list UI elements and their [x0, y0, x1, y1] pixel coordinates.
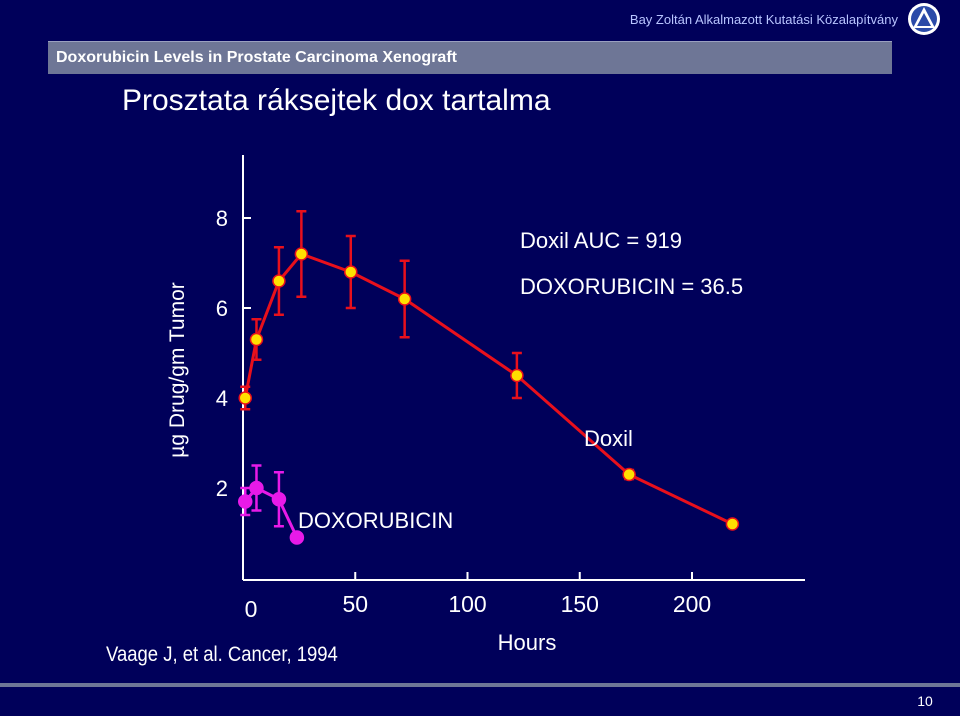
- page-number: 10: [917, 693, 933, 709]
- header-bar: Bay Zoltán Alkalmazott Kutatási Közalapí…: [0, 0, 960, 38]
- data-point: [344, 265, 358, 279]
- organization-logo-icon: [908, 3, 940, 35]
- x-tick-label: 50: [342, 591, 368, 617]
- y-tick-label: 4: [216, 386, 228, 411]
- y-axis-label: µg Drug/gm Tumor: [166, 282, 189, 458]
- data-point: [238, 391, 252, 405]
- series-line: [244, 486, 299, 539]
- series-label-doxorubicin: DOXORUBICIN: [298, 508, 453, 533]
- data-point: [397, 292, 412, 306]
- data-point: [272, 274, 286, 288]
- data-point: [725, 517, 740, 531]
- annotation-auc-doxil: Doxil AUC = 919: [520, 228, 682, 253]
- x-axis-label: Hours: [498, 630, 557, 655]
- chart-axes: 2 4 6 8 0 50 100 150 200 Hours µg Drug/gm Tumor: [166, 155, 805, 655]
- data-point: [510, 368, 524, 383]
- data-point: [249, 480, 264, 496]
- slide-subtitle: Doxorubicin Levels in Prostate Carcinoma…: [56, 49, 457, 66]
- series-doxorubicin: [237, 464, 305, 545]
- footer-bar: [0, 683, 960, 687]
- data-point: [271, 492, 287, 507]
- chart-labels: Doxil AUC = 919 DOXORUBICIN = 36.5 Doxil DO…: [298, 228, 743, 533]
- citation: Vaage J, et al. Cancer, 1994: [106, 643, 338, 666]
- data-point: [249, 332, 264, 347]
- x-tick-label: 150: [561, 591, 599, 617]
- data-point: [289, 530, 305, 545]
- x-tick-label: 0: [245, 596, 258, 622]
- organization-name: Bay Zoltán Alkalmazott Kutatási Közalapí…: [629, 12, 898, 27]
- y-tick-label: 6: [216, 296, 228, 321]
- data-point: [237, 494, 253, 509]
- subtitle-bar: Doxorubicin Levels in Prostate Carcinoma…: [48, 41, 892, 74]
- x-tick-label: 100: [448, 591, 486, 617]
- data-point: [622, 467, 636, 482]
- data-point: [294, 247, 309, 261]
- x-tick-label: 200: [673, 591, 711, 617]
- y-tick-label: 8: [216, 206, 228, 231]
- annotation-auc-doxorubicin: DOXORUBICIN = 36.5: [520, 274, 743, 299]
- series-label-doxil: Doxil: [584, 426, 633, 451]
- y-tick-label: 2: [216, 476, 228, 501]
- series-doxil: [238, 210, 740, 531]
- slide-title: Prosztata ráksejtek dox tartalma: [122, 84, 551, 117]
